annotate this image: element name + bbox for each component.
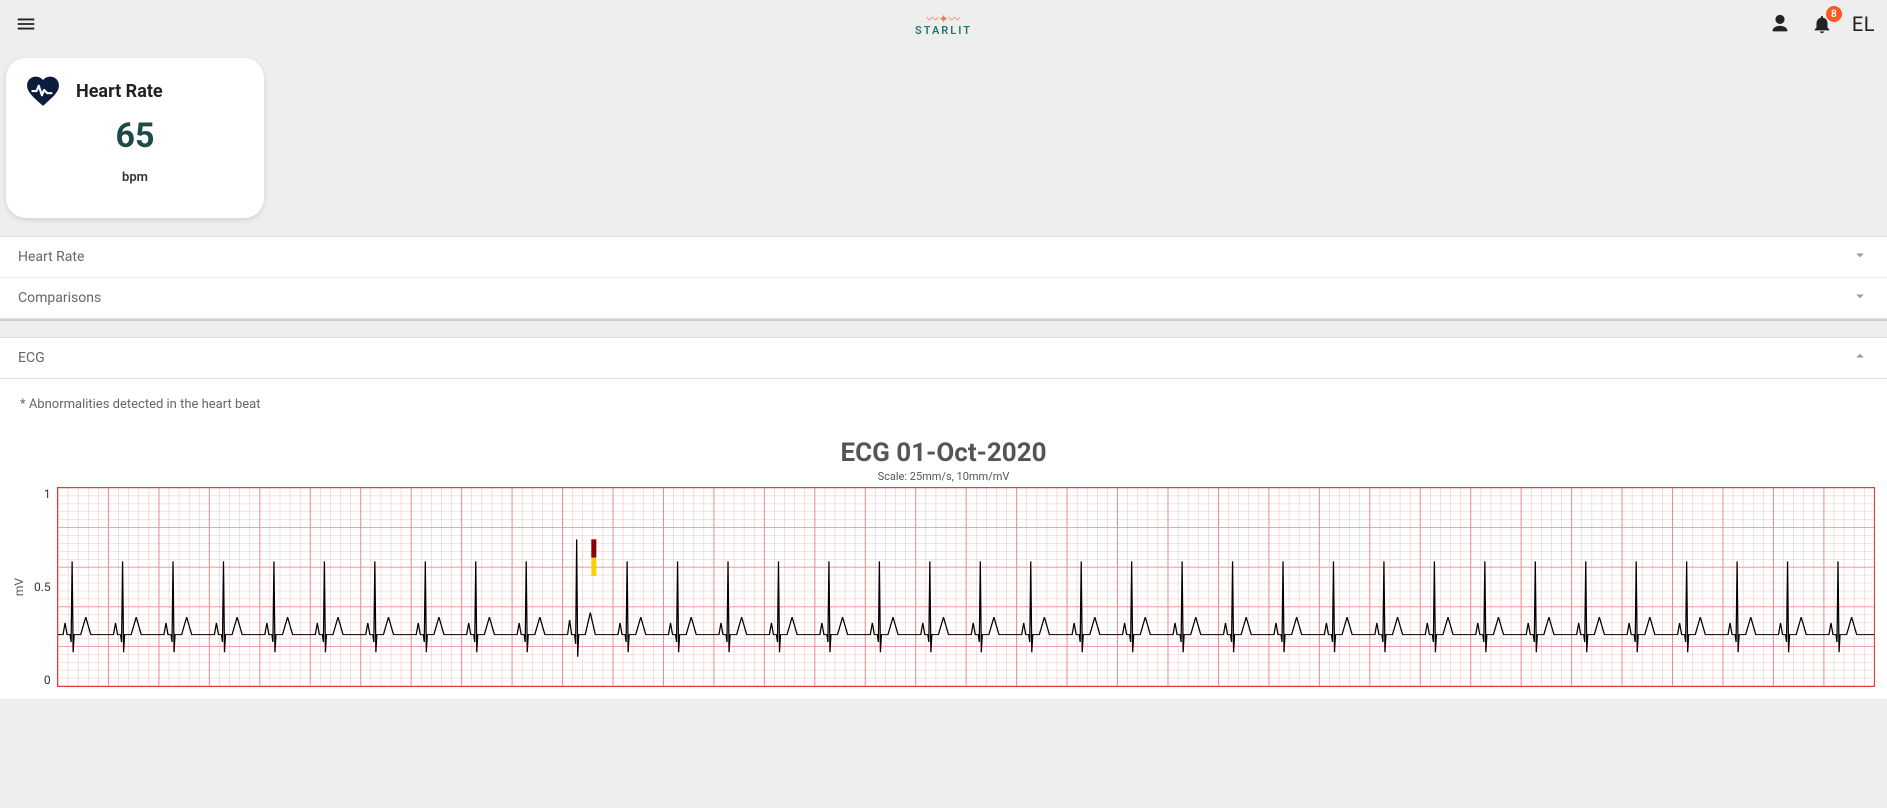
accordion-gap [0,319,1887,337]
ecg-ytick-0: 0 [44,673,51,687]
chevron-down-icon [1851,287,1869,309]
accordion-ecg-label: ECG [18,350,45,366]
ecg-chart-wrap: mV 1 0.5 0 [0,483,1887,699]
accordion-comparisons[interactable]: Comparisons [0,278,1887,318]
ecg-ytick-05: 0.5 [34,580,51,594]
heart-rate-card-header: Heart Rate [26,76,244,106]
account-icon [1769,13,1791,35]
cards-row: Heart Rate 65 bpm [0,48,1887,236]
appbar-right: 8 EL [1768,12,1875,36]
heart-rate-icon [26,76,60,106]
heart-rate-card: Heart Rate 65 bpm [6,58,264,218]
ecg-y-axis-label: mV [12,578,26,596]
ecg-title-block: ECG 01-Oct-2020 Scale: 25mm/s, 10mm/mV [0,438,1887,483]
heart-rate-unit: bpm [26,170,244,185]
logo-text: STARLIT [915,25,972,36]
account-button[interactable] [1768,12,1792,36]
notification-badge: 8 [1826,6,1842,22]
accordion-heart-rate-label: Heart Rate [18,249,84,265]
ecg-abnormality-note: * Abnormalities detected in the heart be… [0,379,1887,420]
ecg-plot [57,487,1875,687]
accordion-heart-rate[interactable]: Heart Rate [0,237,1887,278]
ecg-y-axis-ticks: 1 0.5 0 [28,487,57,687]
ecg-section: * Abnormalities detected in the heart be… [0,379,1887,699]
accordion-ecg[interactable]: ECG [0,338,1887,378]
menu-button[interactable] [12,10,40,38]
ecg-ytick-1: 1 [44,487,51,501]
chevron-down-icon [1851,246,1869,268]
ecg-scale: Scale: 25mm/s, 10mm/mV [0,470,1887,483]
accordion-comparisons-label: Comparisons [18,290,101,306]
heart-rate-card-title: Heart Rate [76,81,163,102]
accordion-group-1: Heart Rate Comparisons [0,236,1887,319]
notifications-button[interactable]: 8 [1810,12,1834,36]
ecg-title: ECG 01-Oct-2020 [0,438,1887,468]
user-initials[interactable]: EL [1852,12,1875,36]
hamburger-icon [15,13,37,35]
logo[interactable]: 〰✦〰 STARLIT [915,13,972,36]
app-bar: 〰✦〰 STARLIT 8 EL [0,0,1887,48]
heart-rate-value: 65 [26,116,244,156]
chevron-up-icon [1851,347,1869,369]
accordion-group-ecg: ECG [0,337,1887,379]
